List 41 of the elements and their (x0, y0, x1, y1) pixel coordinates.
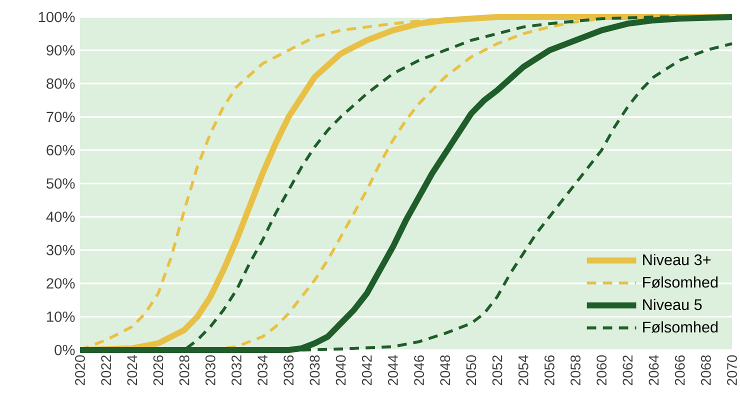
y-tick-label: 80% (46, 78, 75, 89)
y-tick-label: 100% (38, 12, 75, 22)
x-tick-label: 2028 (179, 355, 190, 386)
y-tick-label: 20% (46, 278, 75, 289)
x-tick-label: 2040 (336, 355, 346, 386)
y-tick-label: 50% (46, 178, 75, 189)
x-tick-label: 2052 (492, 355, 502, 386)
legend-label: Niveau 3+ (643, 254, 711, 266)
legend-label: Niveau 5 (643, 298, 702, 310)
x-tick-label: 2068 (700, 355, 711, 386)
x-tick-label: 2050 (466, 355, 476, 386)
x-tick-label: 2048 (440, 355, 450, 386)
y-tick-label: 40% (46, 212, 75, 222)
x-tick-label: 2044 (388, 355, 398, 386)
y-tick-label: 30% (46, 244, 75, 256)
x-tick-label: 2060 (596, 355, 607, 386)
y-tick-label: 10% (47, 312, 75, 322)
y-tick-label: 90% (46, 45, 75, 56)
x-tick-label: 2038 (310, 355, 320, 386)
y-tick-label: 70% (46, 112, 75, 122)
x-tick-label: 2058 (570, 355, 580, 386)
x-tick-label: 2066 (674, 355, 685, 386)
x-tick-label: 2070 (727, 355, 737, 386)
x-tick-label: 2056 (544, 355, 554, 386)
x-tick-label: 2036 (284, 355, 294, 386)
x-tick-label: 2020 (75, 355, 85, 386)
x-tick-label: 2034 (258, 355, 268, 386)
legend-label: Følsomhed (643, 276, 718, 288)
x-tick-label: 2042 (362, 355, 372, 386)
y-tick-label: 60% (46, 145, 75, 156)
x-tick-label: 2064 (648, 355, 659, 386)
x-tick-label: 2054 (518, 355, 528, 386)
x-tick-label: 2032 (232, 355, 242, 386)
x-tick-label: 2030 (205, 355, 216, 386)
y-tick-label: 0% (54, 344, 75, 356)
x-tick-label: 2062 (622, 355, 633, 386)
x-tick-label: 2026 (153, 355, 164, 386)
x-tick-label: 2022 (101, 355, 112, 386)
x-tick-label: 2046 (414, 355, 424, 386)
x-tick-label: 2024 (127, 355, 138, 386)
legend-label: Følsomhed (643, 321, 718, 333)
